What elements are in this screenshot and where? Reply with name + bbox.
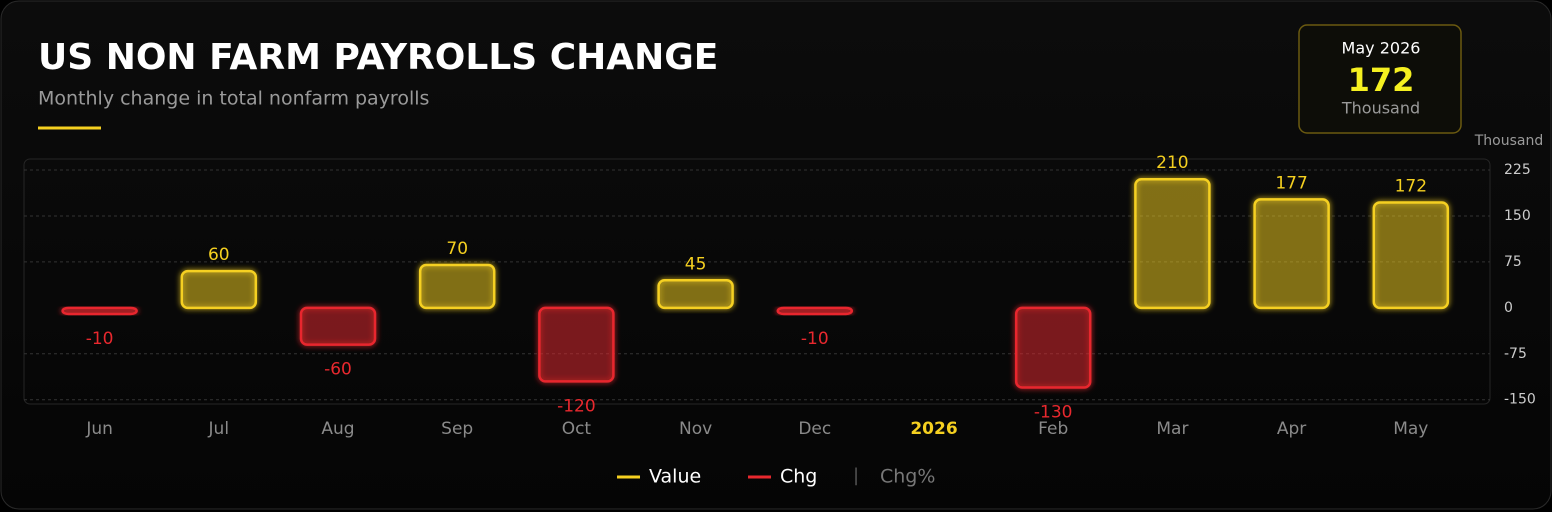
latest-value: 172: [1348, 61, 1415, 99]
x-tick-label: Mar: [1156, 419, 1188, 439]
y-tick-label: 0: [1504, 300, 1513, 316]
chart-title: US NON FARM PAYROLLS CHANGE: [38, 37, 718, 78]
legend-label[interactable]: Value: [649, 466, 701, 488]
bar: [1134, 177, 1211, 310]
y-tick-label: -150: [1504, 392, 1536, 408]
data-label: 45: [685, 254, 707, 274]
data-label: 172: [1395, 176, 1427, 196]
bar: [1014, 306, 1092, 389]
legend-label[interactable]: Chg: [780, 466, 817, 488]
data-label: 177: [1275, 173, 1307, 193]
data-label: -10: [86, 329, 114, 349]
x-tick-label: Apr: [1277, 419, 1306, 439]
data-label: 210: [1156, 153, 1188, 173]
bar: [657, 279, 734, 310]
y-tick-label: 75: [1504, 254, 1522, 270]
bar: [61, 306, 138, 316]
x-tick-label: Aug: [321, 419, 354, 439]
data-label: -60: [324, 360, 352, 380]
x-tick-label: Sep: [441, 419, 473, 439]
data-label: -130: [1034, 402, 1073, 422]
bar: [538, 306, 615, 383]
y-tick-label: 150: [1504, 208, 1531, 224]
latest-unit: Thousand: [1341, 99, 1420, 118]
x-tick-label: Feb: [1038, 419, 1068, 439]
x-tick-label: Jun: [85, 419, 113, 439]
data-label: -10: [801, 329, 829, 349]
y-tick-label: -75: [1504, 346, 1527, 362]
latest-box: [1298, 24, 1462, 134]
data-label: 60: [208, 245, 230, 265]
legend-label[interactable]: Chg%: [880, 466, 935, 488]
bar: [418, 263, 496, 310]
latest-label: May 2026: [1342, 39, 1421, 58]
legend-separator: |: [853, 465, 859, 486]
x-tick-label: May: [1393, 419, 1428, 439]
bar: [1253, 198, 1330, 310]
x-tick-label: Nov: [679, 419, 712, 439]
y-axis-label: Thousand: [1474, 133, 1544, 149]
plot-area: [23, 158, 1491, 405]
bar: [299, 306, 377, 346]
bar: [180, 269, 258, 310]
data-label: 70: [446, 239, 468, 259]
data-label: -120: [557, 396, 596, 416]
x-tick-label: Jul: [208, 419, 230, 439]
x-tick-label: Dec: [798, 419, 831, 439]
x-tick-label: 2026: [910, 419, 957, 439]
bar: [776, 306, 854, 316]
x-tick-label: Oct: [562, 419, 592, 439]
bar: [1372, 201, 1450, 310]
y-tick-label: 225: [1504, 162, 1531, 178]
chart-subtitle: Monthly change in total nonfarm payrolls: [38, 88, 429, 110]
